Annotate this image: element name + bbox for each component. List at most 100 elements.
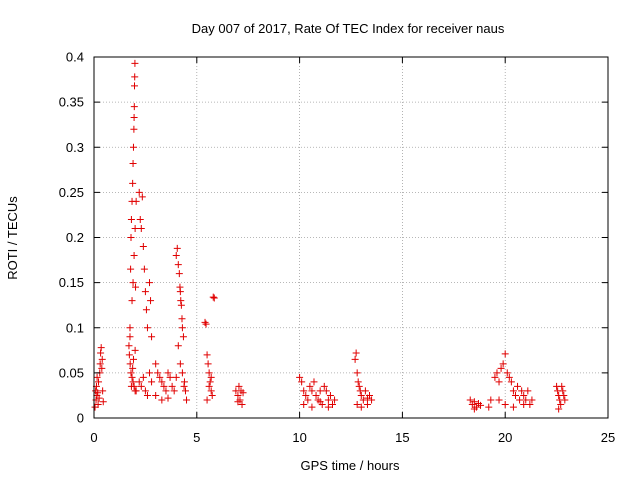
data-point <box>148 378 156 386</box>
data-point <box>306 382 314 390</box>
data-point <box>210 294 218 302</box>
data-point <box>172 252 180 260</box>
data-point <box>320 382 328 390</box>
chart-title: Day 007 of 2017, Rate Of TEC Index for r… <box>192 21 505 36</box>
data-point <box>178 324 186 332</box>
data-point <box>308 387 316 395</box>
data-point <box>357 403 365 411</box>
x-tick-label: 0 <box>90 430 97 445</box>
data-point <box>312 391 320 399</box>
data-point <box>238 400 246 408</box>
data-point <box>499 360 507 368</box>
data-point <box>128 297 136 305</box>
data-point <box>363 400 371 408</box>
data-point <box>156 373 164 381</box>
y-tick-label: 0.15 <box>59 275 84 290</box>
data-point <box>127 369 135 377</box>
y-tick-label: 0 <box>77 411 84 426</box>
data-point <box>179 333 187 341</box>
data-point <box>176 288 184 296</box>
data-point <box>131 73 139 81</box>
data-point <box>298 378 306 386</box>
data-point <box>96 360 104 368</box>
data-point <box>146 279 154 287</box>
data-point <box>132 387 140 395</box>
data-point <box>316 387 324 395</box>
axis-ticks: 0 0.05 0.1 0.15 0.2 0.25 0.3 0.35 0.4 0 5 10 15 20 25 <box>59 50 616 446</box>
data-point <box>308 403 316 411</box>
data-point <box>158 378 166 386</box>
data-point <box>324 403 332 411</box>
plot-frame <box>93 56 609 419</box>
data-point <box>561 396 569 404</box>
data-point <box>516 396 524 404</box>
data-point <box>129 364 137 372</box>
data-point <box>129 279 137 287</box>
data-point <box>142 306 150 314</box>
data-point <box>146 369 154 377</box>
data-point <box>98 355 106 363</box>
data-point <box>203 396 211 404</box>
data-point <box>560 391 568 399</box>
data-point <box>206 378 214 386</box>
data-point <box>351 355 359 363</box>
x-tick-label: 20 <box>498 430 512 445</box>
data-point <box>466 396 474 404</box>
data-point <box>354 378 362 386</box>
data-point <box>125 342 133 350</box>
data-point <box>131 82 139 90</box>
data-point <box>520 400 528 408</box>
data-point <box>125 351 133 359</box>
data-point <box>328 400 336 408</box>
data-point <box>136 215 144 223</box>
data-point <box>99 387 107 395</box>
data-point <box>316 398 324 406</box>
data-point <box>520 391 528 399</box>
data-point <box>97 349 105 357</box>
data-point <box>207 373 215 381</box>
data-point <box>160 382 168 390</box>
data-point <box>129 378 137 386</box>
data-point <box>93 373 101 381</box>
data-point <box>129 143 137 151</box>
data-point <box>503 369 511 377</box>
data-point <box>154 369 162 377</box>
y-axis-label: ROTI / TECUs <box>5 196 20 280</box>
data-point <box>177 301 185 309</box>
data-point <box>518 387 526 395</box>
y-tick-label: 0.1 <box>66 320 84 335</box>
data-point <box>357 391 365 399</box>
x-tick-label: 15 <box>395 430 409 445</box>
data-point <box>353 369 361 377</box>
data-point <box>148 333 156 341</box>
data-point <box>152 360 160 368</box>
data-point <box>128 373 136 381</box>
data-point <box>352 349 360 357</box>
data-point <box>491 373 499 381</box>
data-point <box>143 324 151 332</box>
data-point <box>174 261 182 269</box>
data-point <box>141 288 149 296</box>
y-tick-label: 0.05 <box>59 365 84 380</box>
data-point <box>204 360 212 368</box>
data-point <box>130 125 138 133</box>
data-point <box>300 387 308 395</box>
data-point <box>207 387 215 395</box>
data-point <box>127 265 135 273</box>
data-point <box>135 378 143 386</box>
data-point <box>137 382 145 390</box>
data-point <box>181 387 189 395</box>
data-point <box>129 179 137 187</box>
x-axis-label: GPS time / hours <box>301 458 400 473</box>
data-point <box>132 283 140 291</box>
data-point <box>363 394 371 402</box>
data-point <box>528 396 536 404</box>
data-point <box>557 400 565 408</box>
data-point <box>127 234 135 241</box>
data-point <box>511 391 519 399</box>
data-point <box>138 193 146 201</box>
data-point <box>127 382 135 390</box>
data-point <box>326 391 334 399</box>
data-point <box>209 293 217 301</box>
data-point <box>514 382 522 390</box>
